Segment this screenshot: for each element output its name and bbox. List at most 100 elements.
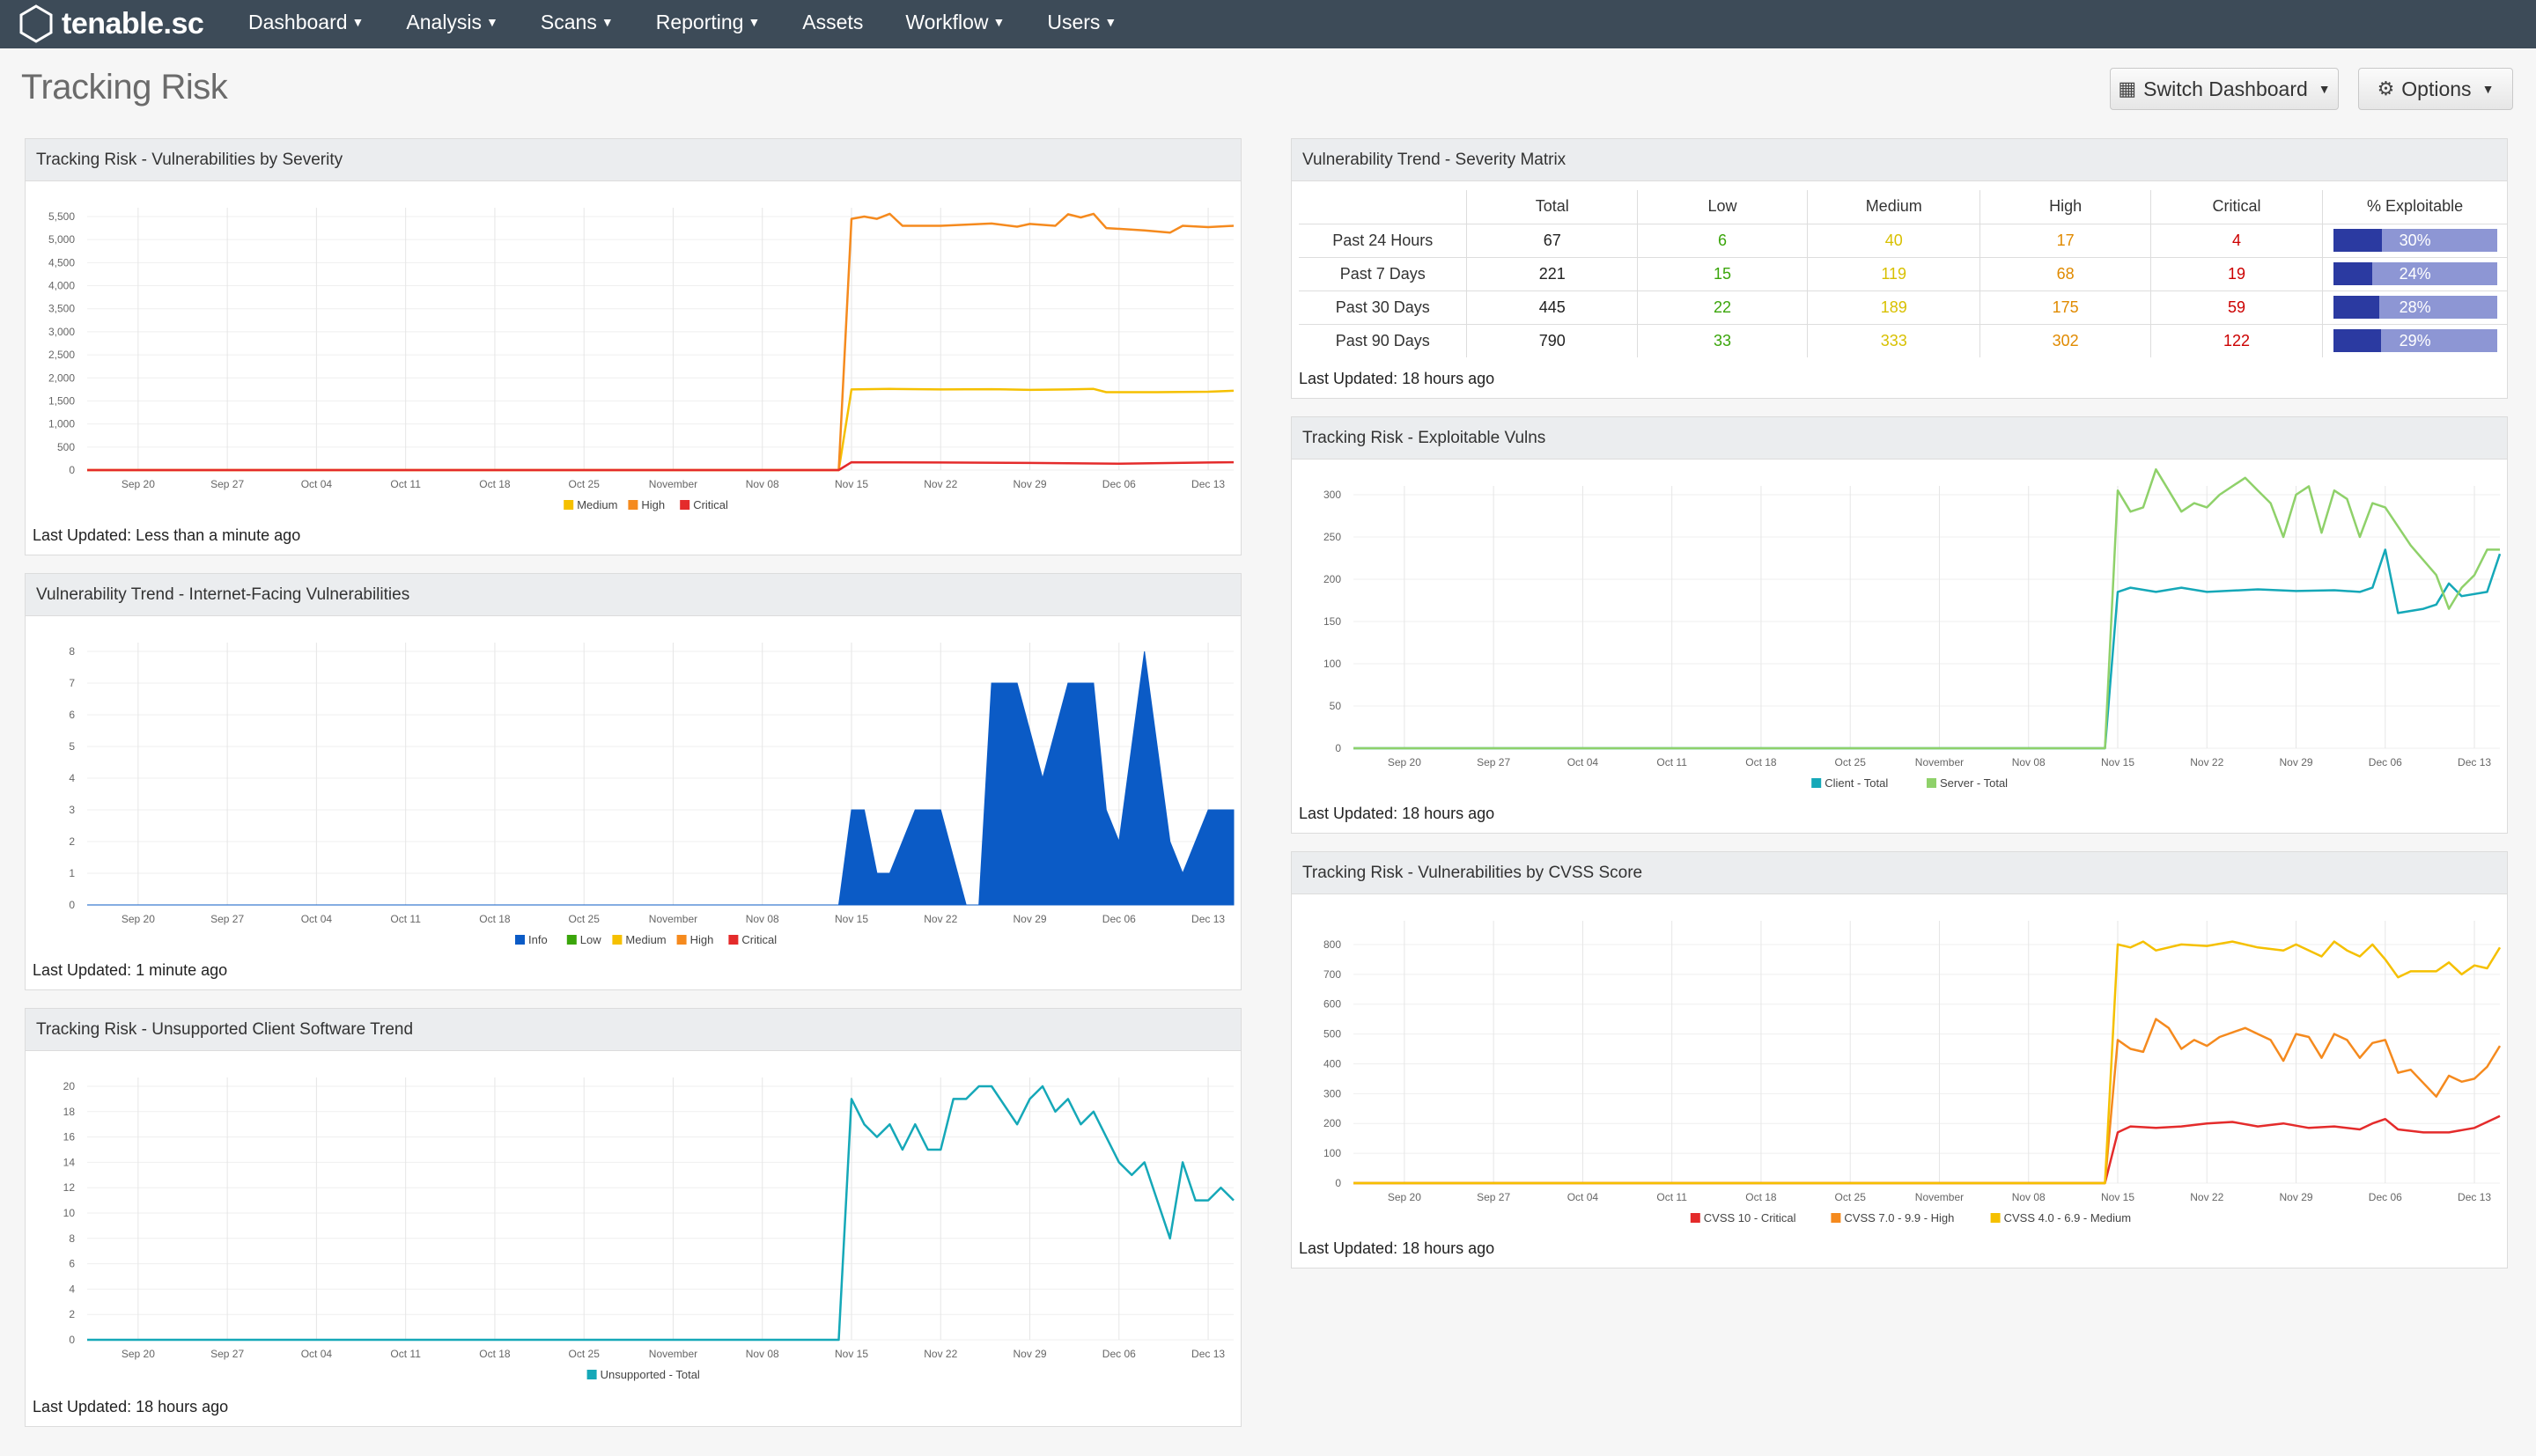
y-tick-label: 0 — [69, 1334, 75, 1346]
y-tick-label: 2 — [69, 835, 75, 848]
matrix-cell-high[interactable]: 302 — [1979, 323, 2151, 357]
legend-swatch[interactable] — [1927, 778, 1936, 788]
series-line-cvss-4-0-6-9-medium[interactable] — [1353, 940, 2502, 1185]
last-updated: Last Updated: 18 hours ago — [1299, 1239, 1495, 1257]
matrix-cell-critical[interactable]: 4 — [2149, 223, 2323, 257]
x-tick-label: Oct 25 — [1835, 1191, 1867, 1203]
legend-swatch[interactable] — [1990, 1213, 2001, 1223]
series-line-high[interactable] — [87, 212, 1235, 472]
x-tick-label: Nov 22 — [2190, 1191, 2223, 1203]
y-tick-label: 16 — [63, 1131, 76, 1143]
matrix-cell-medium[interactable]: 119 — [1807, 256, 1980, 290]
matrix-cell-total[interactable]: 67 — [1466, 223, 1638, 257]
matrix-cell-total[interactable]: 221 — [1466, 256, 1638, 290]
legend-swatch[interactable] — [1811, 778, 1822, 788]
legend-label[interactable]: Critical — [741, 933, 777, 946]
matrix-cell-low[interactable]: 22 — [1637, 290, 1808, 324]
matrix-cell-total[interactable]: 790 — [1466, 323, 1638, 357]
y-tick-label: 4 — [69, 1283, 75, 1295]
matrix-cell-medium[interactable]: 40 — [1807, 223, 1980, 257]
matrix-row: Past 7 Days 221 15 119 68 19 24% — [1299, 256, 2507, 290]
matrix-cell-low[interactable]: 6 — [1637, 223, 1808, 257]
tenable-logo[interactable]: tenable.sc — [16, 4, 204, 44]
matrix-cell-medium[interactable]: 333 — [1807, 323, 1980, 357]
x-tick-label: Sep 27 — [210, 913, 244, 925]
chevron-down-icon: ▼ — [2318, 82, 2331, 96]
legend-label[interactable]: Medium — [625, 933, 666, 946]
series-line-critical[interactable] — [87, 460, 1235, 472]
legend-swatch[interactable] — [1831, 1213, 1841, 1223]
legend-swatch[interactable] — [586, 1370, 597, 1379]
matrix-cell-critical[interactable]: 59 — [2149, 290, 2323, 324]
x-tick-label: November — [649, 1348, 697, 1360]
legend-label[interactable]: Unsupported - Total — [601, 1368, 700, 1381]
series-line-medium[interactable] — [87, 387, 1235, 472]
nav-item-dashboard[interactable]: Dashboard ▼ — [248, 0, 364, 48]
matrix-cell-low[interactable]: 33 — [1637, 323, 1808, 357]
matrix-cell-high[interactable]: 68 — [1979, 256, 2151, 290]
matrix-cell-low[interactable]: 15 — [1637, 256, 1808, 290]
legend-swatch[interactable] — [612, 935, 623, 945]
series-line-server-total[interactable] — [1353, 467, 2500, 750]
matrix-cell-exploitable[interactable]: 24% — [2322, 256, 2507, 290]
exploitable-bar-fill — [2333, 262, 2373, 285]
x-tick-label: Sep 27 — [1477, 756, 1510, 768]
legend-label[interactable]: Critical — [693, 498, 728, 511]
legend-label[interactable]: CVSS 4.0 - 6.9 - Medium — [2004, 1211, 2132, 1224]
legend-label[interactable]: Info — [528, 933, 548, 946]
switch-dashboard-button[interactable]: ▦ Switch Dashboard ▼ — [2110, 68, 2339, 110]
legend-label[interactable]: CVSS 10 - Critical — [1704, 1211, 1796, 1224]
legend-swatch[interactable] — [680, 500, 690, 510]
nav-item-scans[interactable]: Scans ▼ — [541, 0, 614, 48]
legend-label[interactable]: High — [690, 933, 714, 946]
nav-item-analysis[interactable]: Analysis ▼ — [406, 0, 498, 48]
series-line-unsupported-total[interactable] — [87, 1085, 1235, 1342]
nav-item-assets[interactable]: Assets — [802, 0, 863, 48]
matrix-cell-exploitable[interactable]: 28% — [2322, 290, 2507, 324]
matrix-cell-exploitable[interactable]: 29% — [2322, 323, 2507, 357]
panel-unsupported-client-software: Tracking Risk - Unsupported Client Softw… — [25, 1008, 1242, 1427]
series-line-cvss-10-critical[interactable] — [1353, 1114, 2501, 1185]
matrix-cell-exploitable[interactable]: 30% — [2322, 223, 2507, 257]
legend-swatch[interactable] — [1690, 1213, 1700, 1223]
x-tick-label: Nov 15 — [2101, 756, 2134, 768]
panel-internet-facing-vulnerabilities: Vulnerability Trend - Internet-Facing Vu… — [25, 573, 1242, 990]
x-tick-label: Oct 11 — [390, 478, 421, 490]
panel-title: Vulnerability Trend - Severity Matrix — [1292, 139, 2507, 181]
legend-swatch[interactable] — [628, 500, 638, 510]
legend-label[interactable]: Server - Total — [1940, 776, 2008, 790]
legend-swatch[interactable] — [676, 935, 687, 945]
matrix-header-cell: Critical — [2149, 190, 2323, 224]
legend-swatch[interactable] — [728, 935, 739, 945]
matrix-cell-medium[interactable]: 189 — [1807, 290, 1980, 324]
x-tick-label: Oct 18 — [479, 913, 511, 925]
nav-item-workflow[interactable]: Workflow ▼ — [905, 0, 1005, 48]
series-line-client-total[interactable] — [1353, 548, 2502, 750]
series-line-cvss-7-0-9-9-high[interactable] — [1353, 1018, 2502, 1185]
x-tick-label: November — [1915, 1191, 1964, 1203]
matrix-cell-critical[interactable]: 19 — [2149, 256, 2323, 290]
options-button[interactable]: ⚙ Options ▼ — [2358, 68, 2513, 110]
legend-label[interactable]: Medium — [577, 498, 617, 511]
legend-label[interactable]: Low — [580, 933, 601, 946]
matrix-cell-critical[interactable]: 122 — [2149, 323, 2323, 357]
matrix-cell-high[interactable]: 175 — [1979, 290, 2151, 324]
legend-label[interactable]: CVSS 7.0 - 9.9 - High — [1844, 1211, 1954, 1224]
y-tick-label: 12 — [63, 1181, 76, 1194]
legend-label[interactable]: Client - Total — [1825, 776, 1888, 790]
legend-swatch[interactable] — [564, 500, 574, 510]
matrix-header-cell: Medium — [1807, 190, 1980, 224]
legend-swatch[interactable] — [566, 935, 577, 945]
matrix-cell-total[interactable]: 445 — [1466, 290, 1638, 324]
x-tick-label: Oct 04 — [1567, 1191, 1599, 1203]
y-tick-label: 5,500 — [48, 210, 75, 223]
legend-swatch[interactable] — [515, 935, 525, 945]
legend-label[interactable]: High — [641, 498, 665, 511]
x-tick-label: Nov 22 — [2190, 756, 2223, 768]
page-title: Tracking Risk — [21, 68, 228, 107]
matrix-cell-high[interactable]: 17 — [1979, 223, 2151, 257]
nav-item-users[interactable]: Users ▼ — [1047, 0, 1117, 48]
series-area-info[interactable] — [87, 651, 1235, 906]
nav-item-reporting[interactable]: Reporting ▼ — [656, 0, 761, 48]
x-tick-label: Oct 25 — [569, 478, 601, 490]
